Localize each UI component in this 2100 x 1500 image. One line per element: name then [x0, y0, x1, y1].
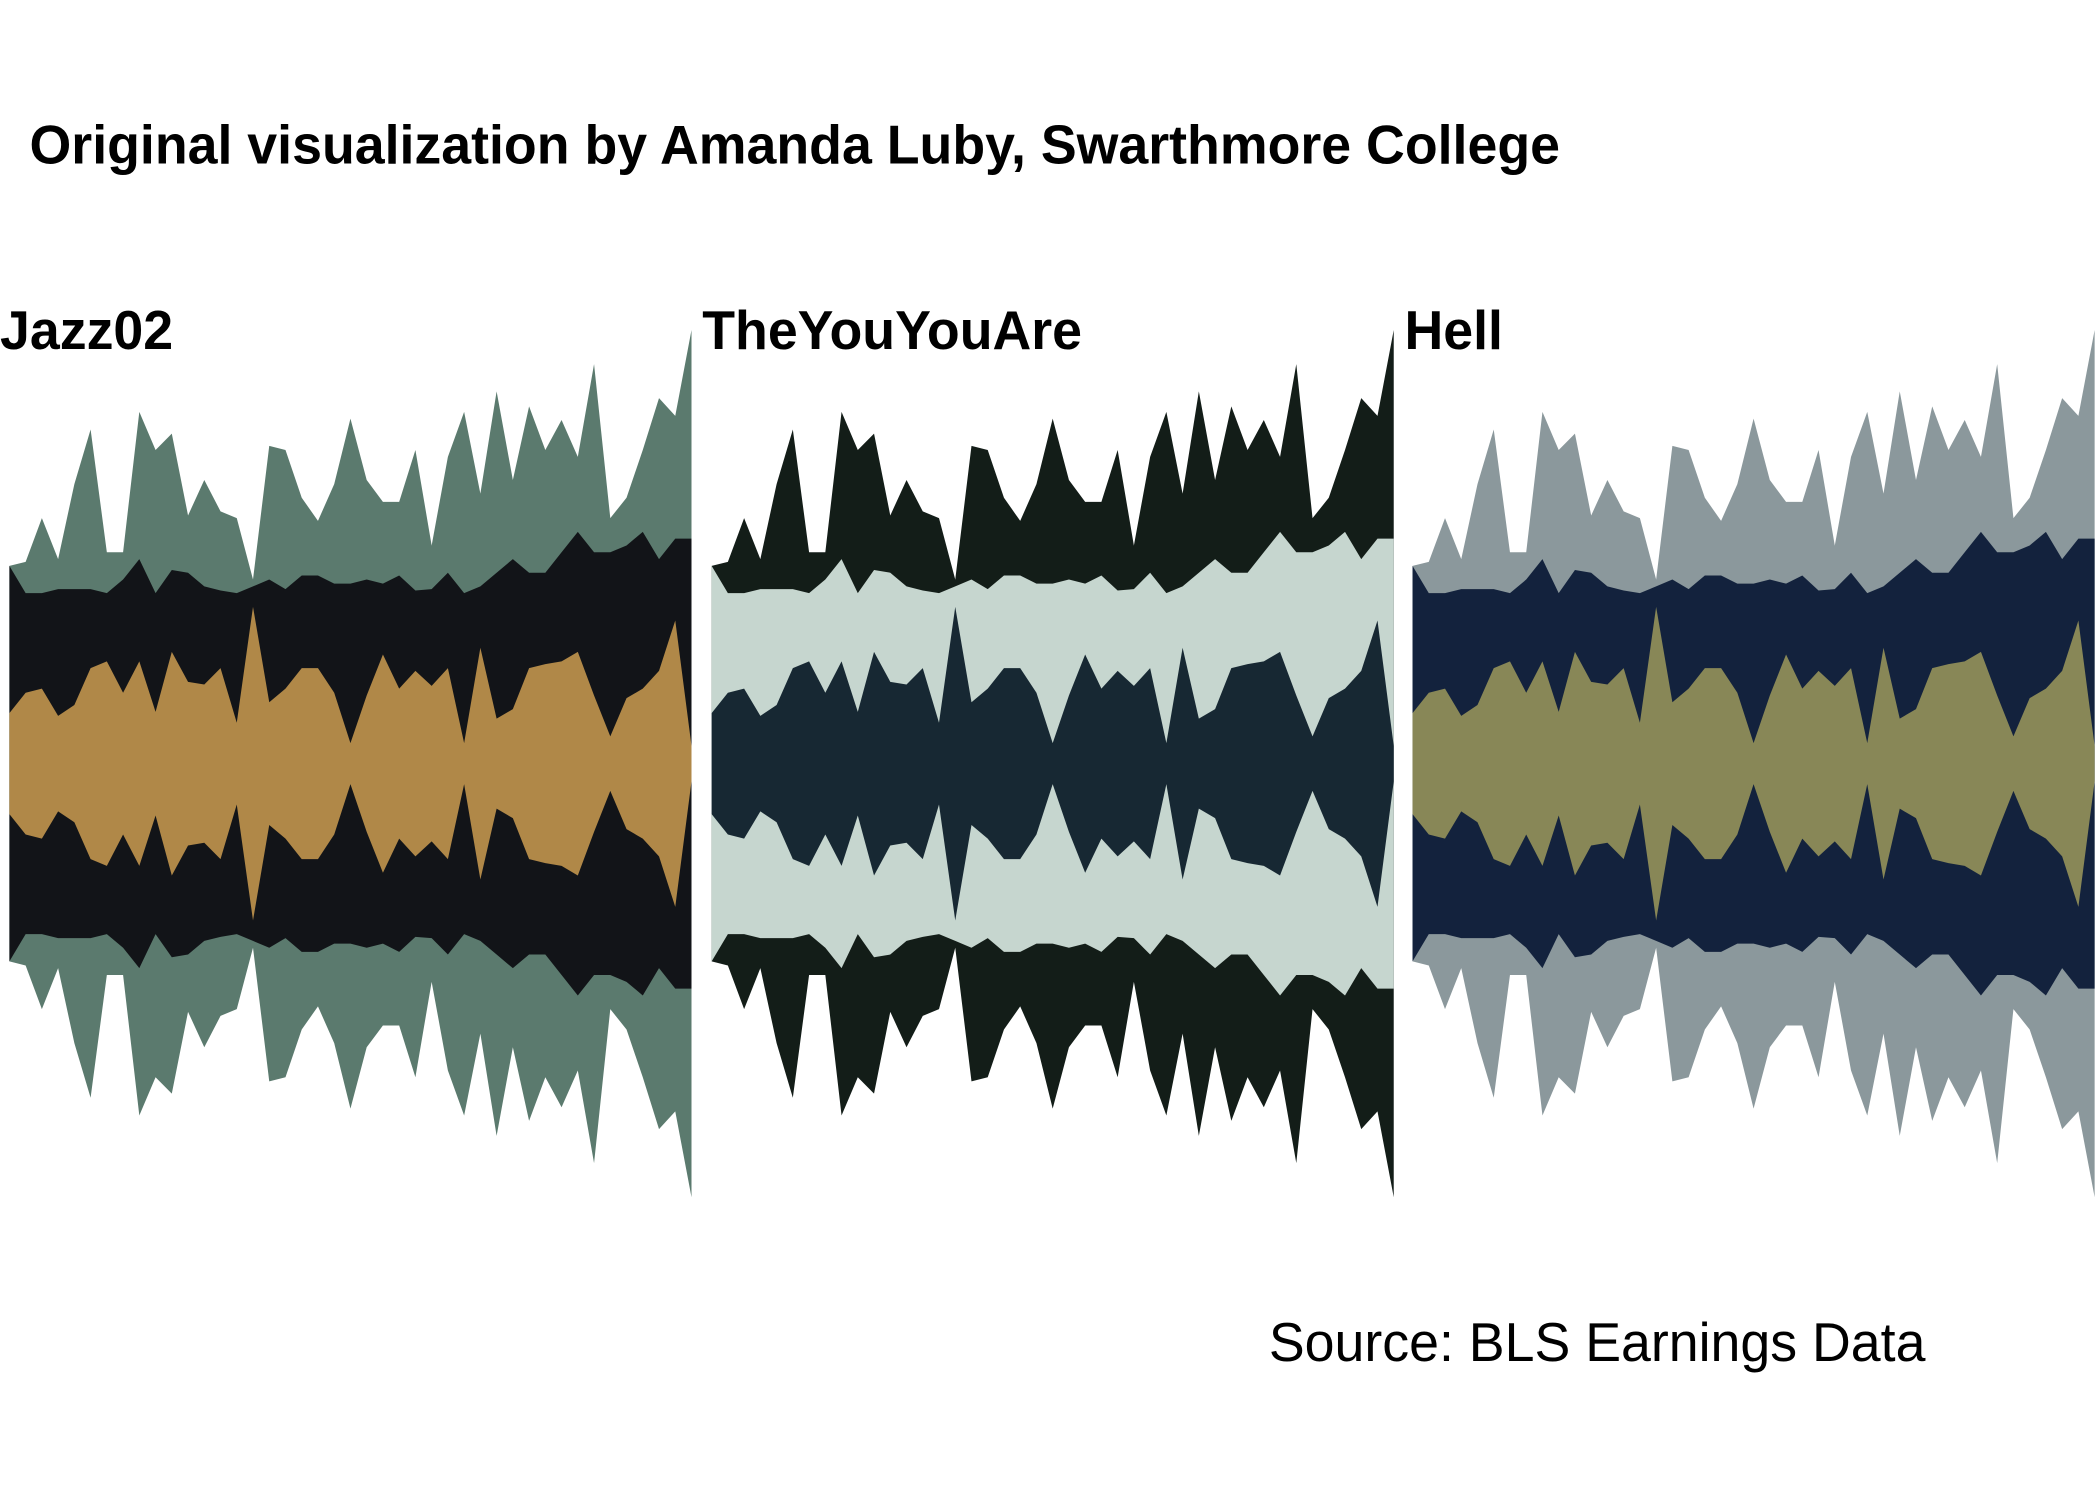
- stream-layer: [1412, 606, 2095, 921]
- panel-title: TheYouYouAre: [702, 301, 1082, 361]
- chart-title: Original visualization by Amanda Luby, S…: [30, 115, 1560, 175]
- panel-title: Hell: [1404, 301, 1502, 361]
- source-note: Source: BLS Earnings Data: [1269, 1313, 1926, 1373]
- stream-layer: [711, 606, 1394, 921]
- stream-layer: [9, 606, 692, 921]
- panel-title: Jazz02: [0, 301, 173, 361]
